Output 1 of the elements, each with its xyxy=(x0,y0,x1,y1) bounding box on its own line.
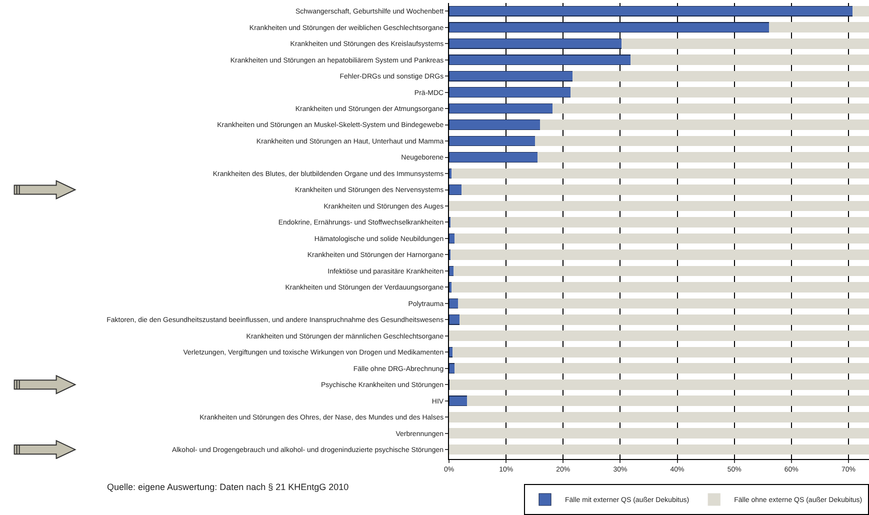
source-note: Quelle: eigene Auswertung: Daten nach § 21 KHEntgG 2010 xyxy=(107,482,349,492)
